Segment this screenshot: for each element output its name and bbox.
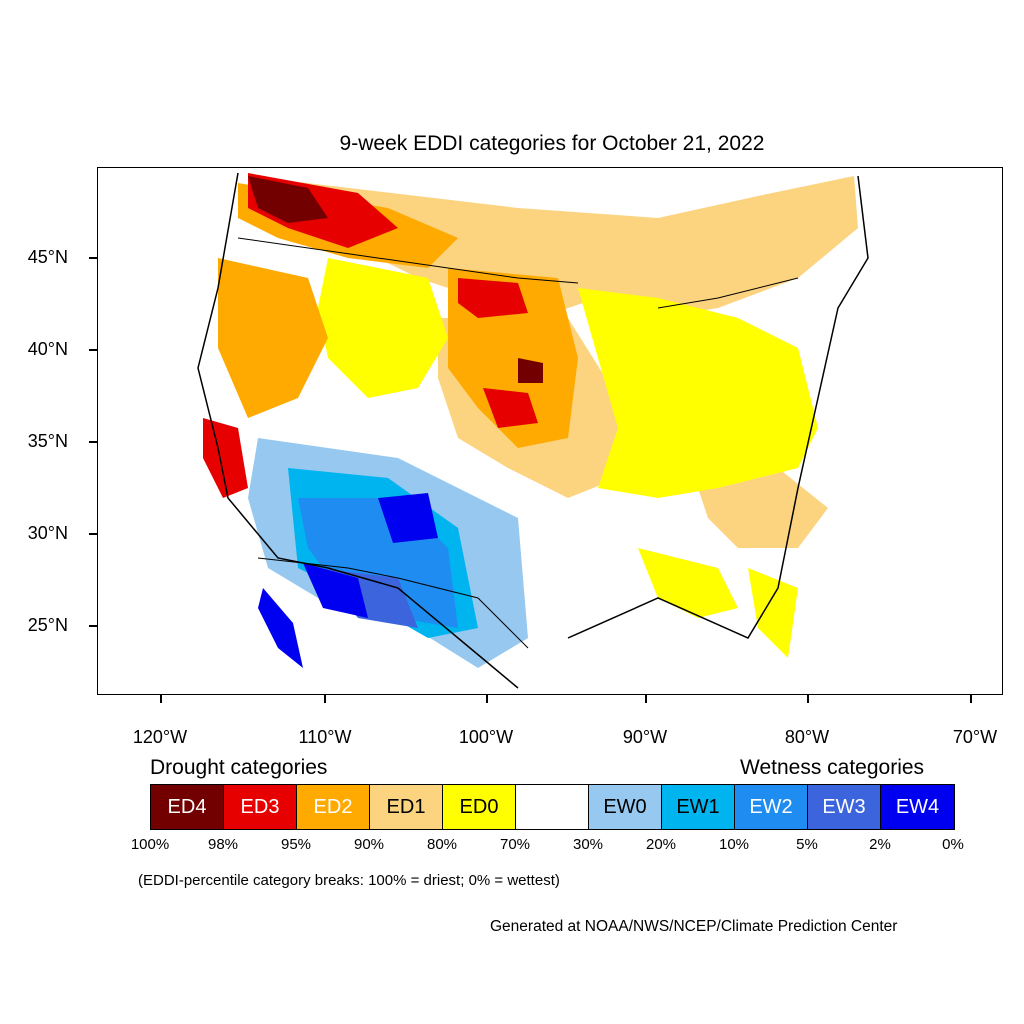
lat-label-45: 45°N bbox=[27, 247, 68, 267]
region-ed4-pnw bbox=[248, 176, 328, 223]
mexico-border bbox=[257, 557, 529, 649]
region-ed3-nebraska bbox=[483, 388, 538, 428]
legend-cell-ed0: ED0 bbox=[443, 785, 516, 829]
region-ed2-northwest bbox=[218, 258, 328, 418]
legend-break-label: 0% bbox=[942, 836, 964, 853]
lat-tick bbox=[89, 349, 97, 351]
legend-cell-ed3: ED3 bbox=[224, 785, 297, 829]
lon-label-120: 120°W bbox=[132, 727, 188, 747]
legend-cell-ew0: EW0 bbox=[589, 785, 662, 829]
legend-cell-ed2: ED2 bbox=[297, 785, 370, 829]
lon-tick bbox=[486, 695, 488, 703]
region-ew4-baja-south bbox=[258, 588, 303, 668]
legend-break-label: 98% bbox=[207, 836, 239, 853]
region-ed3-north-dakota bbox=[458, 278, 528, 318]
canada-border bbox=[237, 237, 799, 309]
drought-categories-heading: Drought categories bbox=[150, 756, 328, 779]
lon-label-80: 80°W bbox=[784, 727, 830, 747]
wetness-categories-heading: Wetness categories bbox=[740, 756, 925, 779]
eddi-map bbox=[97, 167, 1003, 695]
region-ed3-california bbox=[203, 418, 248, 498]
legend-cell-ed4: ED4 bbox=[151, 785, 224, 829]
legend-break-label: 70% bbox=[499, 836, 531, 853]
legend-cell-ew1: EW1 bbox=[662, 785, 735, 829]
region-ed4-sd bbox=[518, 358, 543, 383]
eddi-map-canvas bbox=[197, 172, 869, 689]
legend-colorbar: ED4 ED3 ED2 ED1 ED0 EW0 EW1 EW2 EW3 EW4 bbox=[150, 784, 955, 830]
lat-tick bbox=[89, 625, 97, 627]
region-ed1-southeast bbox=[698, 468, 828, 548]
legend-break-label: 5% bbox=[796, 836, 818, 853]
lat-label-35: 35°N bbox=[27, 431, 68, 451]
region-ed0-northwest bbox=[318, 258, 448, 398]
legend-break-label: 80% bbox=[426, 836, 458, 853]
legend-break-label: 30% bbox=[572, 836, 604, 853]
legend-break-label: 95% bbox=[280, 836, 312, 853]
legend-break-label: 90% bbox=[353, 836, 385, 853]
lon-label-70: 70°W bbox=[952, 727, 998, 747]
lon-label-100: 100°W bbox=[458, 727, 514, 747]
map-title: 9-week EDDI categories for October 21, 2… bbox=[339, 132, 765, 155]
legend-cell-ew3: EW3 bbox=[808, 785, 881, 829]
lon-tick bbox=[324, 695, 326, 703]
lon-label-90: 90°W bbox=[622, 727, 668, 747]
coastline bbox=[197, 172, 869, 689]
legend-cell-none bbox=[516, 785, 589, 829]
lon-tick bbox=[807, 695, 809, 703]
legend-break-label: 20% bbox=[645, 836, 677, 853]
lon-tick bbox=[645, 695, 647, 703]
lat-tick bbox=[89, 533, 97, 535]
region-ed1-north bbox=[248, 176, 858, 318]
region-ed0-midwest bbox=[578, 288, 818, 498]
category-breaks-note: (EDDI-percentile category breaks: 100% =… bbox=[138, 872, 560, 889]
lat-label-30: 30°N bbox=[27, 523, 68, 543]
lat-tick bbox=[89, 257, 97, 259]
legend-cell-ed1: ED1 bbox=[370, 785, 443, 829]
region-ew4-new-mexico bbox=[378, 493, 438, 543]
legend-cell-ew2: EW2 bbox=[735, 785, 808, 829]
legend-break-label: 100% bbox=[130, 836, 170, 853]
lon-tick bbox=[160, 695, 162, 703]
legend-break-label: 10% bbox=[718, 836, 750, 853]
region-ew4-baja bbox=[303, 563, 368, 618]
lat-label-25: 25°N bbox=[27, 615, 68, 635]
lon-label-110: 110°W bbox=[298, 727, 352, 747]
legend-cell-ew4: EW4 bbox=[881, 785, 954, 829]
lat-tick bbox=[89, 441, 97, 443]
credit-line: Generated at NOAA/NWS/NCEP/Climate Predi… bbox=[490, 918, 898, 935]
region-ed0-florida bbox=[748, 568, 798, 658]
lat-label-40: 40°N bbox=[27, 339, 68, 359]
lon-tick bbox=[970, 695, 972, 703]
legend-break-label: 2% bbox=[869, 836, 891, 853]
